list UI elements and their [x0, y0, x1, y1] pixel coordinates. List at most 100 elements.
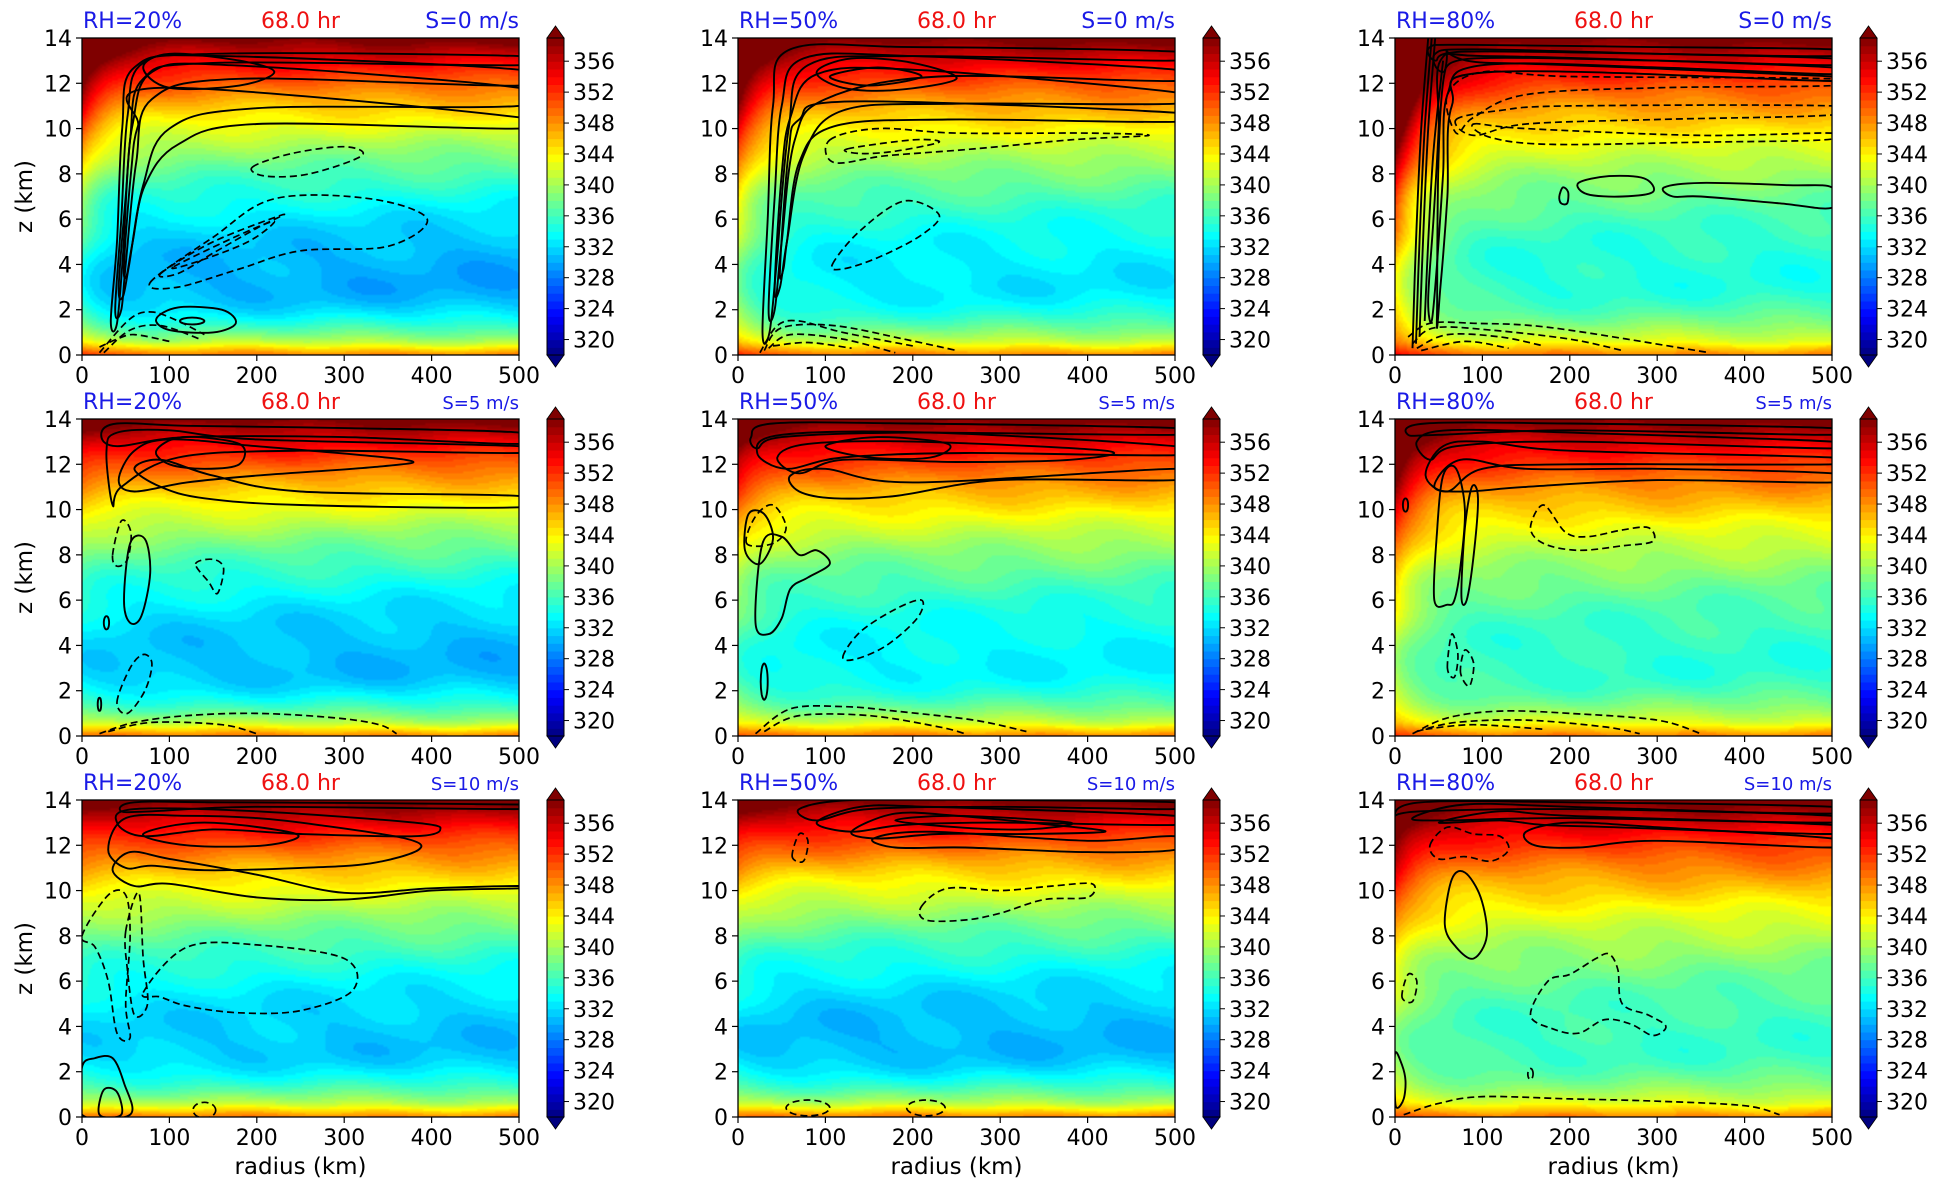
colorbar-tick-label: 332 [1229, 998, 1271, 1023]
colorbar-segment [1860, 1055, 1877, 1064]
colorbar-segment [1203, 915, 1220, 925]
colorbar-segment [1203, 689, 1220, 698]
x-tick-label: 100 [804, 364, 846, 389]
colorbar-segment [547, 1047, 564, 1056]
colorbar-segment [547, 1086, 564, 1095]
contour-solid [1432, 464, 1466, 608]
colorbar-segment [1860, 1062, 1877, 1072]
x-tick-label: 100 [148, 745, 190, 770]
contour-solid [1404, 421, 1832, 437]
colorbar-segment [1860, 931, 1877, 940]
colorbar-tick-label: 324 [1229, 679, 1271, 704]
panel-title-rh: RH=50% [739, 771, 838, 796]
colorbar-tick-label: 328 [1886, 1029, 1928, 1054]
x-tick-label: 0 [75, 1126, 89, 1151]
panel-1-1: 0 100 200 300 400 500 0 2 4 6 8 10 12 14 RH=20% 68.0 hr… [12, 9, 615, 389]
axes-frame [1394, 37, 1833, 356]
contour-dashed [194, 558, 225, 595]
colorbar-tick-label: 344 [573, 905, 615, 930]
x-tick-label: 100 [804, 1126, 846, 1151]
colorbar-segment [1203, 231, 1220, 240]
colorbar-tick-label: 344 [1886, 524, 1928, 549]
colorbar-segment [1860, 977, 1877, 987]
colorbar-segment [1860, 620, 1877, 629]
contour-dashed [905, 1099, 946, 1117]
colorbar-segment [547, 993, 564, 1002]
colorbar-tick-label: 320 [1229, 329, 1271, 354]
contour-dashed [124, 891, 149, 1018]
colorbar-segment [1203, 277, 1220, 287]
colorbar-tick-label: 324 [573, 298, 615, 323]
contour-dashed [1416, 333, 1544, 349]
colorbar-segment [1860, 573, 1877, 582]
x-tick-label: 500 [498, 364, 540, 389]
colorbar-segment [547, 449, 564, 459]
colorbar-segment [1203, 993, 1220, 1002]
colorbar-tick-label: 320 [1886, 710, 1928, 735]
contour-dashed [111, 519, 133, 568]
colorbar-segment [547, 192, 564, 201]
colorbar-segment [1203, 76, 1220, 85]
panel-title-time: 68.0 hr [261, 390, 341, 415]
panel-title-time: 68.0 hr [917, 9, 997, 34]
y-tick-label: 6 [58, 208, 72, 233]
panel-title-shear: S=0 m/s [1738, 9, 1832, 34]
panel-title-shear: S=0 m/s [425, 9, 519, 34]
y-tick-label: 10 [44, 499, 72, 524]
colorbar-segment [1860, 830, 1877, 840]
colorbar-segment [1860, 1031, 1877, 1041]
contour-solid [743, 509, 774, 566]
colorbar-segment [1203, 674, 1220, 683]
colorbar-tick-label: 348 [1229, 112, 1271, 137]
colorbar-segment [1860, 138, 1877, 147]
y-tick-label: 4 [714, 253, 728, 278]
colorbar-segment [547, 146, 564, 155]
colorbar-segment [1203, 519, 1220, 528]
y-tick-label: 8 [1371, 544, 1385, 569]
colorbar-segment [1860, 993, 1877, 1002]
contour-dashed [1425, 723, 1544, 731]
colorbar-segment [1203, 192, 1220, 201]
contour-solid [1411, 802, 1832, 824]
panel-title-shear: S=5 m/s [442, 393, 519, 414]
colorbar-segment [1203, 697, 1220, 706]
x-tick-label: 0 [731, 745, 745, 770]
contour-solid [155, 305, 237, 334]
y-tick-label: 0 [714, 344, 728, 369]
contour-solid [1522, 821, 1832, 849]
x-tick-label: 400 [1067, 364, 1109, 389]
y-tick-label: 14 [1357, 789, 1385, 814]
colorbar-extend-bottom [1202, 354, 1221, 368]
colorbar-segment [547, 627, 564, 637]
colorbar-segment [547, 800, 564, 809]
colorbar-segment [1860, 985, 1877, 994]
colorbar-segment [1860, 76, 1877, 85]
x-tick-label: 200 [892, 745, 934, 770]
colorbar-segment [547, 419, 564, 428]
contour-dashed [843, 138, 941, 155]
contour-solid [1427, 52, 1832, 324]
colorbar-segment [547, 612, 564, 621]
colorbar-segment [1860, 892, 1877, 902]
colorbar-segment [547, 596, 564, 606]
y-tick-label: 12 [1357, 453, 1385, 478]
contour-dashed [99, 333, 170, 348]
colorbar-segment [1203, 68, 1220, 78]
colorbar-segment [1860, 1070, 1877, 1079]
contour-dashed [1421, 340, 1509, 352]
y-tick-label: 6 [58, 970, 72, 995]
colorbar-segment [1860, 277, 1877, 287]
x-tick-label: 500 [1811, 1126, 1853, 1151]
colorbar-segment [1203, 892, 1220, 902]
colorbar-segment [547, 1055, 564, 1064]
contour-solid [759, 662, 769, 701]
colorbar-tick-label: 356 [573, 431, 615, 456]
panel-title-rh: RH=80% [1396, 771, 1495, 796]
colorbar-tick-label: 344 [573, 143, 615, 168]
contours [96, 422, 519, 735]
colorbar-segment [1203, 480, 1220, 490]
colorbar-tick-label: 332 [1886, 998, 1928, 1023]
colorbar-segment [1203, 184, 1220, 194]
colorbar-segment [547, 38, 564, 47]
colorbar-segment [1203, 1047, 1220, 1056]
